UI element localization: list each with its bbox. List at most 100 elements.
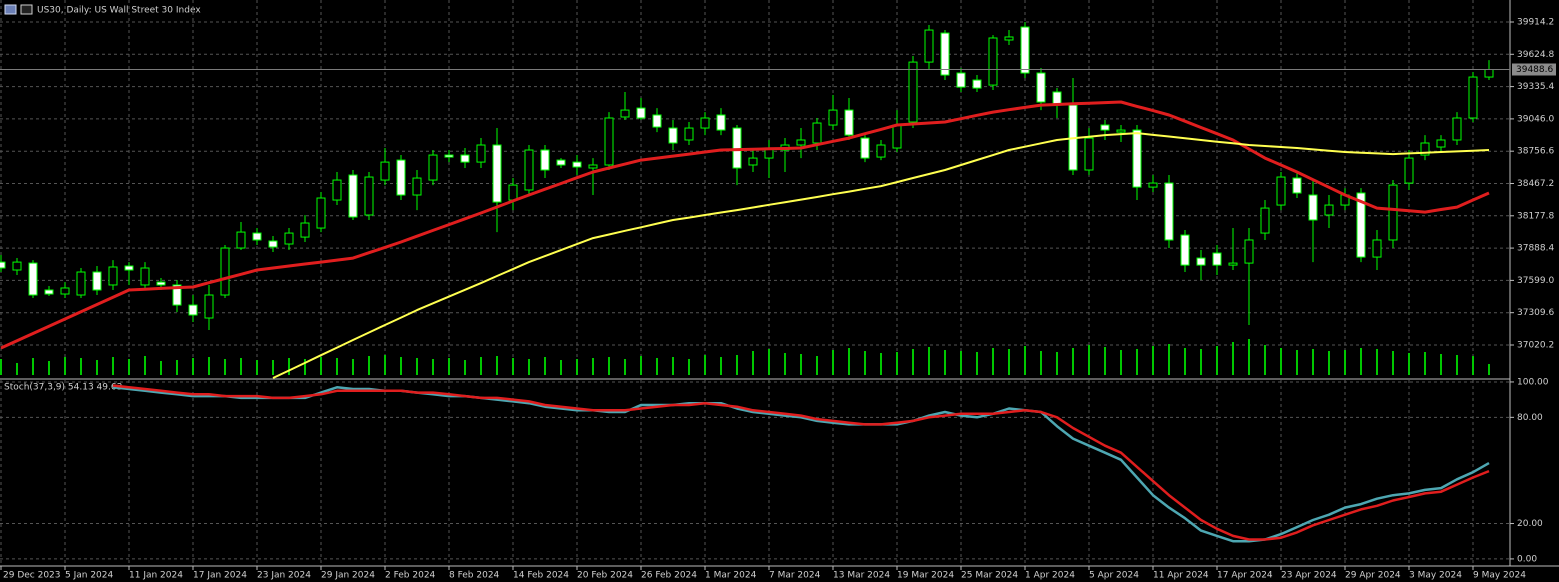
volume-bar bbox=[416, 358, 418, 375]
symbol-icons bbox=[4, 4, 33, 15]
candle-body bbox=[636, 107, 646, 119]
volume-bar bbox=[1072, 348, 1074, 375]
volume-bar bbox=[1280, 348, 1282, 375]
x-tick-label: 13 Mar 2024 bbox=[833, 571, 890, 581]
candle-body bbox=[428, 154, 438, 181]
volume-bar bbox=[64, 357, 66, 375]
candle-body bbox=[1180, 234, 1190, 266]
volume-bar bbox=[320, 357, 322, 375]
volume-bar bbox=[400, 357, 402, 375]
y-tick-label: 38177.8 bbox=[1517, 211, 1554, 221]
candle-body bbox=[812, 122, 822, 144]
candle-body bbox=[1004, 36, 1014, 41]
candle-body bbox=[1308, 194, 1318, 221]
candle-body bbox=[1404, 157, 1414, 184]
volume-bar bbox=[1248, 339, 1250, 375]
volume-bar bbox=[448, 358, 450, 375]
candle-body bbox=[1196, 257, 1206, 266]
volume-bar bbox=[1360, 348, 1362, 375]
candle-body bbox=[1148, 182, 1158, 188]
x-tick-label: 17 Apr 2024 bbox=[1217, 571, 1273, 581]
candle-body bbox=[1292, 177, 1302, 194]
volume-bar bbox=[224, 359, 226, 375]
x-tick-label: 8 Feb 2024 bbox=[449, 571, 500, 581]
candle-body bbox=[508, 184, 518, 201]
volume-bar bbox=[96, 360, 98, 375]
volume-bar bbox=[816, 356, 818, 375]
volume-bar bbox=[48, 361, 50, 375]
candle-body bbox=[572, 161, 582, 168]
volume-bar bbox=[1440, 354, 1442, 375]
candle-body bbox=[652, 114, 662, 128]
candle-body bbox=[28, 262, 38, 296]
candle-body bbox=[1388, 184, 1398, 241]
volume-bar bbox=[80, 358, 82, 375]
y-tick-label: 37599.0 bbox=[1517, 276, 1554, 286]
volume-bar bbox=[752, 351, 754, 375]
candle-body bbox=[828, 109, 838, 126]
volume-bar bbox=[688, 359, 690, 375]
candle-body bbox=[1132, 129, 1142, 188]
volume-bar bbox=[1200, 349, 1202, 375]
volume-bar bbox=[1040, 351, 1042, 375]
candle-body bbox=[796, 139, 806, 146]
volume-bar bbox=[272, 360, 274, 375]
candle-body bbox=[988, 37, 998, 86]
y-tick-label: 37020.2 bbox=[1517, 340, 1554, 350]
volume-bar bbox=[656, 358, 658, 375]
candle-body bbox=[1372, 239, 1382, 258]
candle-body bbox=[476, 144, 486, 163]
x-tick-label: 11 Jan 2024 bbox=[129, 571, 183, 581]
candle-body bbox=[1244, 239, 1254, 264]
candle-body bbox=[204, 294, 214, 319]
indicator-line bbox=[112, 384, 1490, 541]
volume-bar bbox=[1392, 351, 1394, 375]
volume-bar bbox=[1344, 350, 1346, 375]
volume-bar bbox=[256, 360, 258, 375]
candle-body bbox=[1260, 207, 1270, 234]
volume-bar bbox=[304, 359, 306, 375]
volume-bar bbox=[704, 355, 706, 375]
volume-bar bbox=[208, 357, 210, 375]
y-tick-label: 39335.4 bbox=[1517, 82, 1554, 92]
y-tick-label: 38756.6 bbox=[1517, 147, 1554, 157]
candle-body bbox=[716, 114, 726, 131]
volume-bar bbox=[1216, 346, 1218, 375]
volume-bar bbox=[944, 350, 946, 375]
window-icon bbox=[4, 4, 17, 15]
volume-bar bbox=[32, 358, 34, 375]
volume-bar bbox=[1424, 352, 1426, 375]
candle-body bbox=[380, 161, 390, 181]
candle-body bbox=[140, 267, 150, 286]
volume-bar bbox=[912, 349, 914, 375]
candle-body bbox=[348, 174, 358, 218]
volume-bar bbox=[1296, 350, 1298, 375]
volume-bar bbox=[1184, 348, 1186, 375]
volume-bar bbox=[1312, 349, 1314, 375]
candle-body bbox=[1484, 68, 1494, 78]
candle-body bbox=[364, 176, 374, 216]
candle-body bbox=[12, 261, 22, 271]
candle-body bbox=[156, 281, 166, 286]
volume-bar bbox=[848, 348, 850, 375]
y-tick-label: 100.00 bbox=[1517, 377, 1549, 387]
current-price-box bbox=[1512, 63, 1556, 76]
y-tick-label: 0.00 bbox=[1517, 554, 1537, 564]
moving-average-line bbox=[272, 132, 1490, 379]
x-tick-label: 5 Apr 2024 bbox=[1089, 571, 1139, 581]
candle-body bbox=[44, 289, 54, 295]
volume-bar bbox=[528, 359, 530, 375]
y-tick-label: 37888.4 bbox=[1517, 244, 1554, 254]
candle-body bbox=[924, 29, 934, 63]
volume-bar bbox=[1232, 342, 1234, 375]
x-tick-label: 23 Apr 2024 bbox=[1281, 571, 1337, 581]
x-tick-label: 9 May 2024 bbox=[1473, 571, 1526, 581]
x-tick-label: 1 Apr 2024 bbox=[1025, 571, 1075, 581]
volume-bar bbox=[480, 357, 482, 375]
candle-body bbox=[588, 164, 598, 169]
volume-bar bbox=[1472, 356, 1474, 375]
y-tick-label: 39914.2 bbox=[1517, 17, 1554, 27]
